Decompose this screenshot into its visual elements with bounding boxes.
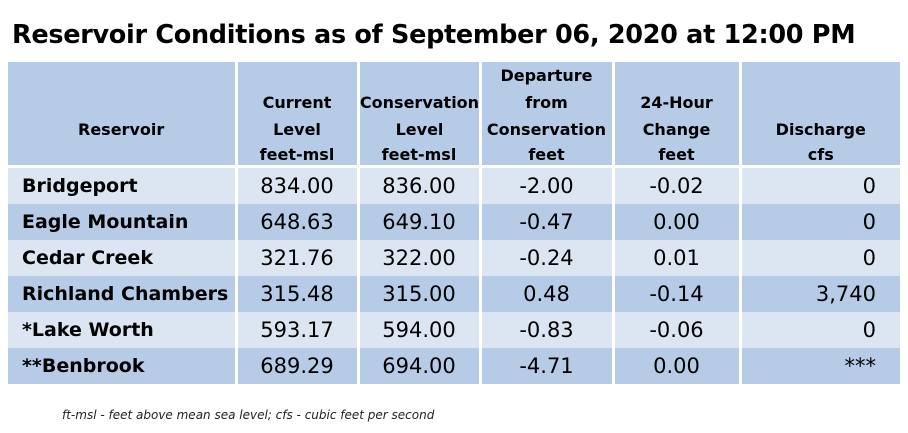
cell-24hour-change: -0.06: [613, 312, 742, 348]
header-reservoir: Reservoir: [8, 62, 238, 144]
header-departure: Departure from Conservation: [480, 62, 615, 144]
cell-departure: 0.48: [480, 276, 615, 312]
unit-reservoir: [8, 144, 238, 168]
table-row: Cedar Creek 321.76 322.00 -0.24 0.01 0: [8, 240, 900, 276]
cell-24hour-change: -0.02: [613, 166, 742, 204]
cell-current-level: 315.48: [236, 276, 360, 312]
page-title: Reservoir Conditions as of September 06,…: [12, 20, 856, 50]
cell-conservation-level: 836.00: [358, 166, 482, 204]
cell-reservoir-name: **Benbrook: [8, 348, 238, 384]
unit-row: feet-msl feet-msl feet feet cfs: [8, 144, 900, 168]
cell-discharge: ***: [740, 348, 900, 384]
cell-departure: -2.00: [480, 166, 615, 204]
table-row: Richland Chambers 315.48 315.00 0.48 -0.14 3,…: [8, 276, 900, 312]
cell-conservation-level: 322.00: [358, 240, 482, 276]
cell-conservation-level: 649.10: [358, 204, 482, 240]
cell-current-level: 689.29: [236, 348, 360, 384]
cell-departure: -0.24: [480, 240, 615, 276]
cell-current-level: 648.63: [236, 204, 360, 240]
cell-current-level: 593.17: [236, 312, 360, 348]
cell-reservoir-name: Bridgeport: [8, 166, 238, 204]
cell-current-level: 321.76: [236, 240, 360, 276]
header-current-level: Current Level: [236, 62, 360, 144]
table-row: Bridgeport 834.00 836.00 -2.00 -0.02 0: [8, 166, 900, 204]
unit-current-level: feet-msl: [236, 144, 360, 168]
cell-conservation-level: 315.00: [358, 276, 482, 312]
cell-24hour-change: 0.00: [613, 348, 742, 384]
cell-discharge: 0: [740, 204, 900, 240]
cell-departure: -0.47: [480, 204, 615, 240]
cell-conservation-level: 694.00: [358, 348, 482, 384]
unit-departure: feet: [480, 144, 615, 168]
cell-24hour-change: 0.00: [613, 204, 742, 240]
cell-reservoir-name: Richland Chambers: [8, 276, 238, 312]
header-discharge: Discharge: [740, 62, 900, 144]
cell-current-level: 834.00: [236, 166, 360, 204]
cell-conservation-level: 594.00: [358, 312, 482, 348]
cell-discharge: 3,740: [740, 276, 900, 312]
cell-discharge: 0: [740, 312, 900, 348]
table-row: *Lake Worth 593.17 594.00 -0.83 -0.06 0: [8, 312, 900, 348]
cell-reservoir-name: Cedar Creek: [8, 240, 238, 276]
cell-reservoir-name: *Lake Worth: [8, 312, 238, 348]
header-conservation-level: Conservation Level: [358, 62, 482, 144]
unit-conservation-level: feet-msl: [358, 144, 482, 168]
cell-departure: -0.83: [480, 312, 615, 348]
cell-discharge: 0: [740, 240, 900, 276]
cell-departure: -4.71: [480, 348, 615, 384]
unit-24hour-change: feet: [613, 144, 742, 168]
table-row: Eagle Mountain 648.63 649.10 -0.47 0.00 0: [8, 204, 900, 240]
cell-24hour-change: -0.14: [613, 276, 742, 312]
cell-24hour-change: 0.01: [613, 240, 742, 276]
unit-discharge: cfs: [740, 144, 900, 168]
header-row: Reservoir Current Level Conservation Lev…: [8, 62, 900, 144]
header-24hour-change: 24-Hour Change: [613, 62, 742, 144]
cell-discharge: 0: [740, 166, 900, 204]
table-row: **Benbrook 689.29 694.00 -4.71 0.00 ***: [8, 348, 900, 384]
cell-reservoir-name: Eagle Mountain: [8, 204, 238, 240]
reservoir-table: Reservoir Current Level Conservation Lev…: [8, 62, 900, 384]
footnote: ft-msl - feet above mean sea level; cfs …: [62, 408, 435, 422]
